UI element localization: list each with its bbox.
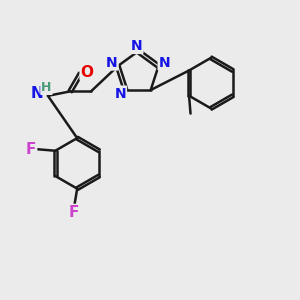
Text: N: N bbox=[131, 39, 142, 53]
Text: N: N bbox=[159, 56, 170, 70]
Text: O: O bbox=[81, 64, 94, 80]
Text: H: H bbox=[41, 81, 52, 94]
Text: F: F bbox=[26, 142, 36, 157]
Text: F: F bbox=[69, 205, 80, 220]
Text: N: N bbox=[106, 56, 118, 70]
Text: N: N bbox=[30, 86, 43, 101]
Text: N: N bbox=[114, 87, 126, 100]
